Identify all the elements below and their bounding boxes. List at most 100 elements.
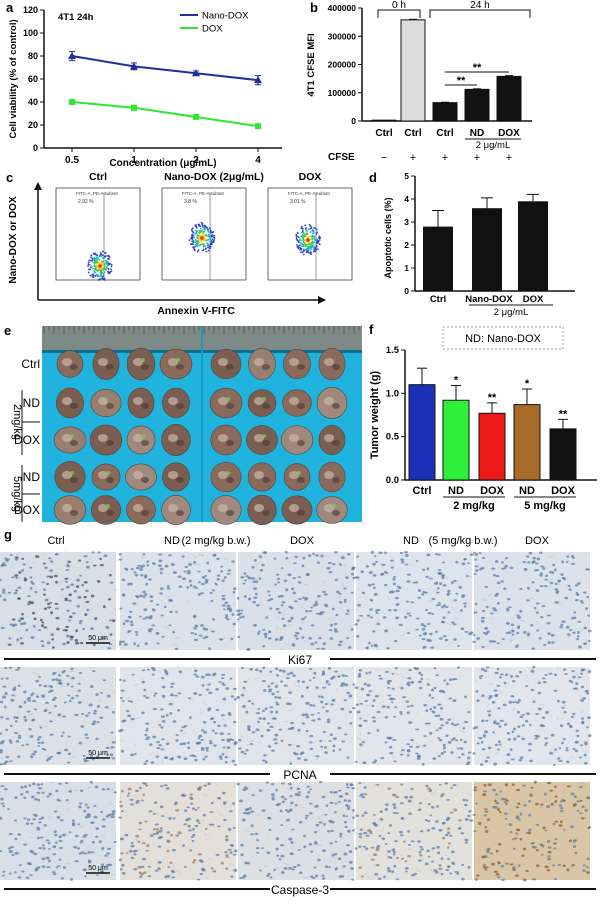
cell-nucleus xyxy=(47,606,51,608)
cell-nucleus xyxy=(63,629,67,631)
cell-nucleus xyxy=(370,616,373,618)
tumor-highlight xyxy=(168,471,178,479)
cell-nucleus xyxy=(349,711,352,713)
cell-nucleus xyxy=(61,588,64,590)
cell-nucleus xyxy=(526,599,530,601)
cell-nucleus xyxy=(194,625,198,628)
flow-event xyxy=(88,263,90,265)
cell-nucleus xyxy=(133,868,137,870)
cell-nucleus xyxy=(450,787,453,789)
cell-nucleus xyxy=(394,840,398,842)
cell-nucleus xyxy=(135,595,138,597)
cell-nucleus xyxy=(409,615,412,617)
tumor-shade xyxy=(332,364,340,370)
cell-nucleus xyxy=(365,672,368,674)
cell-nucleus xyxy=(41,622,44,624)
flow-event xyxy=(300,227,302,229)
cell-nucleus xyxy=(15,720,18,723)
cell-nucleus xyxy=(436,846,440,849)
cell-nucleus xyxy=(407,632,410,634)
cell-nucleus xyxy=(419,846,423,848)
flow-event xyxy=(209,237,211,239)
flow-event xyxy=(97,257,99,259)
cell-nucleus xyxy=(302,681,305,684)
cell-nucleus xyxy=(392,739,396,741)
tumor-highlight xyxy=(133,397,143,405)
cell-nucleus xyxy=(536,589,540,592)
cell-nucleus xyxy=(451,621,455,623)
cell-nucleus xyxy=(263,717,266,720)
cell-nucleus xyxy=(221,862,224,865)
cell-nucleus xyxy=(420,830,423,832)
flow-event xyxy=(204,237,206,239)
cell-nucleus xyxy=(37,792,41,794)
cell-nucleus xyxy=(9,850,13,853)
cell-nucleus xyxy=(215,688,219,691)
cell-nucleus xyxy=(332,563,335,565)
cell-nucleus xyxy=(193,615,196,618)
cell-nucleus xyxy=(310,875,313,878)
cell-nucleus xyxy=(355,576,359,578)
cell-nucleus xyxy=(341,682,345,685)
cell-nucleus xyxy=(284,798,287,800)
cell-nucleus xyxy=(439,637,443,640)
cell-nucleus xyxy=(323,731,326,733)
cell-nucleus xyxy=(556,591,559,594)
cell-nucleus xyxy=(400,687,403,690)
cell-nucleus xyxy=(355,815,359,817)
cell-nucleus xyxy=(256,847,259,849)
column-label: ND xyxy=(403,535,419,547)
flow-event xyxy=(94,252,96,254)
cell-nucleus xyxy=(492,701,496,704)
cell-nucleus xyxy=(68,593,72,596)
cell-nucleus xyxy=(435,674,439,676)
cell-nucleus xyxy=(567,633,570,636)
cell-nucleus xyxy=(476,637,480,640)
cell-nucleus xyxy=(315,875,318,878)
cell-nucleus xyxy=(233,854,237,856)
cell-nucleus xyxy=(420,677,423,680)
cell-nucleus xyxy=(231,760,235,763)
cell-nucleus xyxy=(19,864,22,866)
cell-nucleus xyxy=(151,761,155,764)
cell-nucleus xyxy=(493,574,496,576)
cell-nucleus xyxy=(341,875,344,877)
cell-nucleus xyxy=(137,565,140,567)
cell-nucleus xyxy=(23,844,27,846)
cell-nucleus xyxy=(231,613,234,616)
cell-nucleus xyxy=(78,690,81,692)
cell-nucleus xyxy=(276,848,279,851)
cell-nucleus xyxy=(492,640,495,642)
cell-nucleus xyxy=(301,564,304,567)
cell-nucleus xyxy=(406,580,410,582)
cell-nucleus xyxy=(158,553,162,555)
flow-event xyxy=(191,230,193,232)
y-tick-label: 80 xyxy=(28,51,38,61)
cell-nucleus xyxy=(49,756,53,758)
cell-nucleus xyxy=(295,632,299,634)
flow-event xyxy=(202,246,204,248)
arrow-head xyxy=(34,182,42,190)
cell-nucleus xyxy=(305,815,309,817)
cell-nucleus xyxy=(505,818,508,820)
flow-event xyxy=(107,271,109,273)
cell-nucleus xyxy=(241,667,244,669)
cell-nucleus xyxy=(574,851,577,854)
cell-nucleus xyxy=(282,601,286,603)
flow-event xyxy=(312,232,314,234)
cell-nucleus xyxy=(494,871,498,873)
flow-event xyxy=(311,242,313,244)
cell-nucleus xyxy=(132,674,135,676)
cell-nucleus xyxy=(268,637,272,639)
cell-nucleus xyxy=(430,646,434,648)
flow-event xyxy=(309,224,311,226)
flow-event xyxy=(199,225,201,227)
cell-nucleus xyxy=(15,590,18,592)
cell-nucleus xyxy=(247,725,251,728)
cell-nucleus xyxy=(367,684,371,687)
cell-nucleus xyxy=(488,747,492,750)
cell-nucleus xyxy=(259,717,263,720)
cell-nucleus xyxy=(352,707,356,709)
cell-nucleus xyxy=(496,593,499,596)
